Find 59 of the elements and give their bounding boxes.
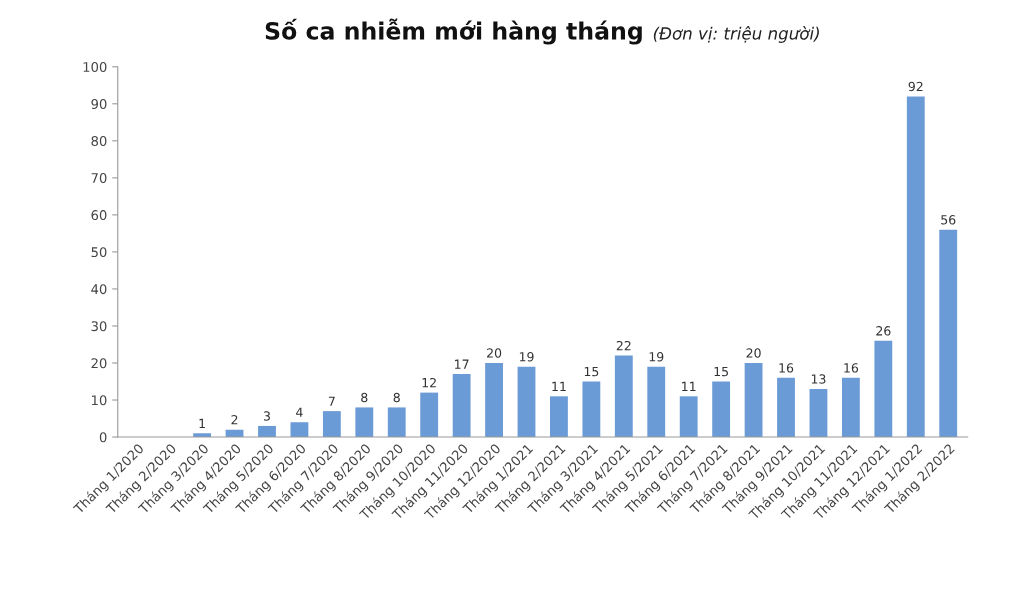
data-label: 17 [455, 359, 469, 369]
bar [290, 422, 309, 438]
data-label: 1 [199, 418, 205, 428]
y-tick-label: 80 [91, 136, 107, 147]
data-label: 19 [649, 352, 664, 362]
data-label: 13 [811, 374, 826, 384]
bar [420, 392, 439, 438]
bar [614, 355, 633, 438]
bar [777, 377, 795, 438]
y-tick-label: 0 [99, 432, 107, 443]
y-tick-label: 20 [91, 358, 107, 369]
y-tick-label: 60 [91, 210, 107, 221]
bar [582, 381, 601, 438]
data-label: 16 [779, 363, 794, 373]
bar [744, 362, 763, 438]
data-label: 92 [908, 81, 923, 92]
bar [841, 377, 860, 438]
bar [679, 396, 698, 438]
data-label: 2 [231, 414, 238, 425]
data-label: 16 [844, 363, 859, 373]
y-tick-label: 10 [92, 395, 107, 406]
data-label: 4 [296, 407, 303, 417]
y-tick-label: 90 [91, 99, 107, 109]
bar [939, 229, 958, 438]
data-label: 15 [584, 367, 599, 377]
data-label: 8 [361, 392, 368, 403]
bar [906, 96, 925, 438]
bar [712, 381, 731, 438]
data-label: 20 [487, 348, 502, 358]
data-label: 11 [682, 381, 696, 391]
bar [550, 396, 568, 438]
bar [809, 388, 828, 438]
data-label: 12 [422, 377, 436, 388]
bar [322, 411, 341, 438]
data-label: 20 [746, 348, 761, 358]
data-label: 8 [393, 392, 400, 403]
bar [452, 374, 471, 438]
y-tick-label: 70 [91, 173, 107, 184]
chart-subtitle: (Đơn vị: triệu người) [653, 26, 819, 43]
bar [258, 425, 276, 438]
data-label: 3 [263, 411, 270, 421]
data-label: 26 [876, 326, 891, 336]
chart-title: Số ca nhiễm mới hàng tháng [265, 18, 642, 45]
y-tick-label: 50 [91, 247, 107, 258]
data-label: 56 [941, 215, 956, 225]
bar [874, 340, 893, 438]
bar [517, 366, 536, 438]
bar [485, 362, 503, 438]
data-label: 22 [616, 340, 631, 351]
data-label: 7 [328, 396, 335, 406]
y-tick-label: 40 [91, 284, 107, 295]
data-label: 15 [714, 367, 728, 377]
bar [387, 407, 406, 438]
bar [355, 407, 374, 438]
y-tick-label: 100 [83, 61, 107, 72]
data-label: 11 [552, 381, 566, 391]
bar [647, 366, 666, 438]
data-label: 19 [519, 352, 534, 362]
y-tick-label: 30 [91, 321, 107, 332]
